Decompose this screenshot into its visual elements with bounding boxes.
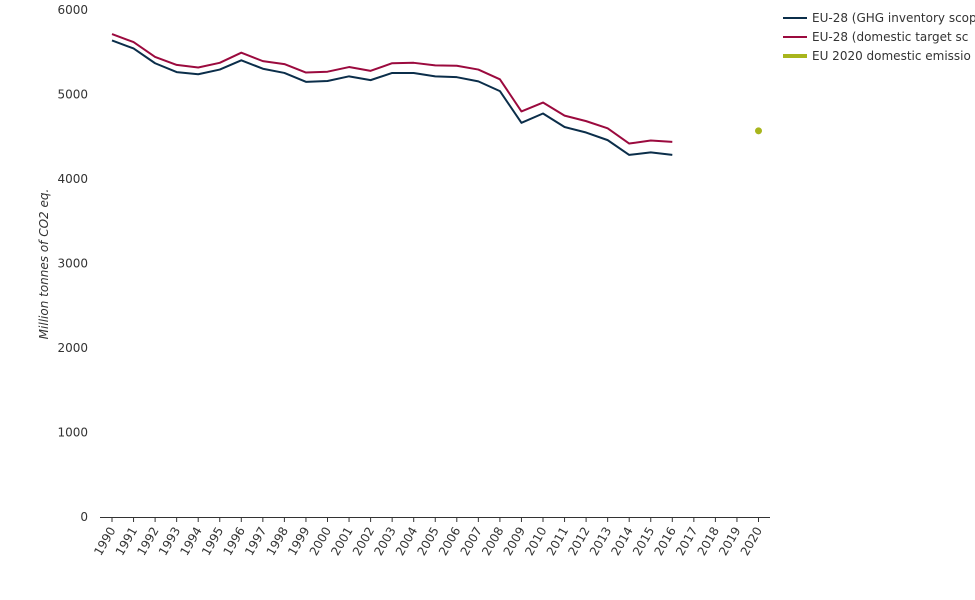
legend-label: EU 2020 domestic emissio [812,48,971,63]
y-tick-label: 3000 [57,257,88,271]
y-tick-label: 0 [80,510,88,524]
series-line-2 [111,33,673,145]
series-line-1 [111,39,673,156]
legend-item-3[interactable]: EU 2020 domestic emissio [783,46,975,65]
series-point-3 [755,127,762,135]
legend-swatch [783,16,807,19]
x-tick-label: 2020 [738,525,765,558]
legend-swatch [783,53,807,58]
legend-item-1[interactable]: EU-28 (GHG inventory scop [783,8,975,27]
y-tick-label: 1000 [57,426,88,440]
series-layer [111,33,762,156]
y-axis-label: Million tonnes of CO2 eq. [37,189,51,340]
y-axis-ticks: 0 1000 2000 3000 4000 5000 6000 [57,3,88,524]
legend-label: EU-28 (domestic target sc [812,29,969,44]
x-axis-ticks: 1990199119921993199419951996199719981999… [91,517,765,558]
legend-label: EU-28 (GHG inventory scop [812,10,975,25]
y-tick-label: 6000 [57,3,88,17]
y-tick-label: 4000 [57,172,88,186]
legend-swatch [783,35,807,38]
legend: EU-28 (GHG inventory scop EU-28 (domestic… [783,8,975,65]
legend-item-2[interactable]: EU-28 (domestic target sc [783,27,975,46]
y-tick-label: 2000 [57,341,88,355]
y-tick-label: 5000 [57,88,88,102]
